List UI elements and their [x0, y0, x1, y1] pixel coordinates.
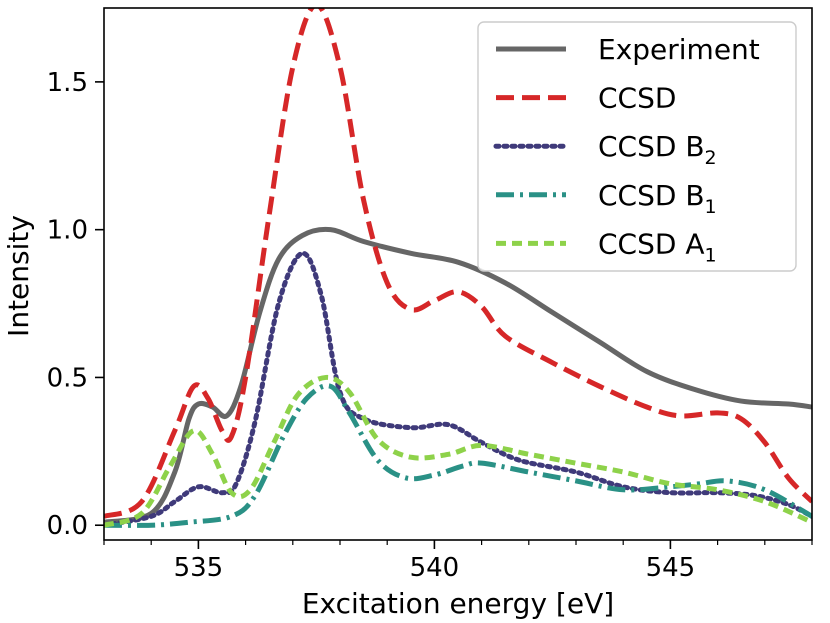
- legend-label: CCSD A1: [598, 227, 717, 266]
- x-axis-label: Excitation energy [eV]: [302, 587, 614, 620]
- plot-area: [104, 8, 812, 528]
- y-tick-label: 0.5: [47, 363, 88, 393]
- legend-item-ccsd-b1: CCSD B1: [496, 179, 717, 218]
- y-tick-label: 1.0: [47, 216, 88, 246]
- legend-item-experiment: Experiment: [496, 33, 760, 66]
- legend-label: CCSD B2: [598, 130, 717, 169]
- x-tick-label: 545: [646, 553, 696, 583]
- legend-item-ccsd: CCSD: [496, 82, 676, 115]
- plot-frame: [103, 7, 813, 541]
- y-axis: 0.0 0.5 1.0 1.5: [47, 68, 104, 541]
- legend-item-ccsd-a1: CCSD A1: [496, 227, 717, 266]
- series-line-ccsd: [104, 8, 812, 519]
- x-tick-label: 540: [410, 553, 460, 583]
- legend-label: CCSD: [598, 82, 676, 115]
- series-line-experiment: [104, 226, 812, 525]
- y-tick-label: 1.5: [47, 68, 88, 98]
- legend-box: [477, 21, 797, 272]
- series-line-ccsd-a1: [104, 374, 812, 528]
- y-tick-label: 0.0: [47, 511, 88, 541]
- legend-label: CCSD B1: [598, 179, 717, 218]
- legend-item-ccsd-b2: CCSD B2: [493, 130, 717, 169]
- legend-label: Experiment: [598, 33, 760, 66]
- y-axis-label: Intensity: [2, 215, 35, 337]
- series-line-ccsd-b2: [104, 250, 812, 528]
- x-axis: 535 540 545: [103, 540, 813, 583]
- x-tick-label: 535: [174, 553, 224, 583]
- legend: Experiment CCSD CCSD B2 CCSD B1 CCSD A1: [477, 21, 797, 272]
